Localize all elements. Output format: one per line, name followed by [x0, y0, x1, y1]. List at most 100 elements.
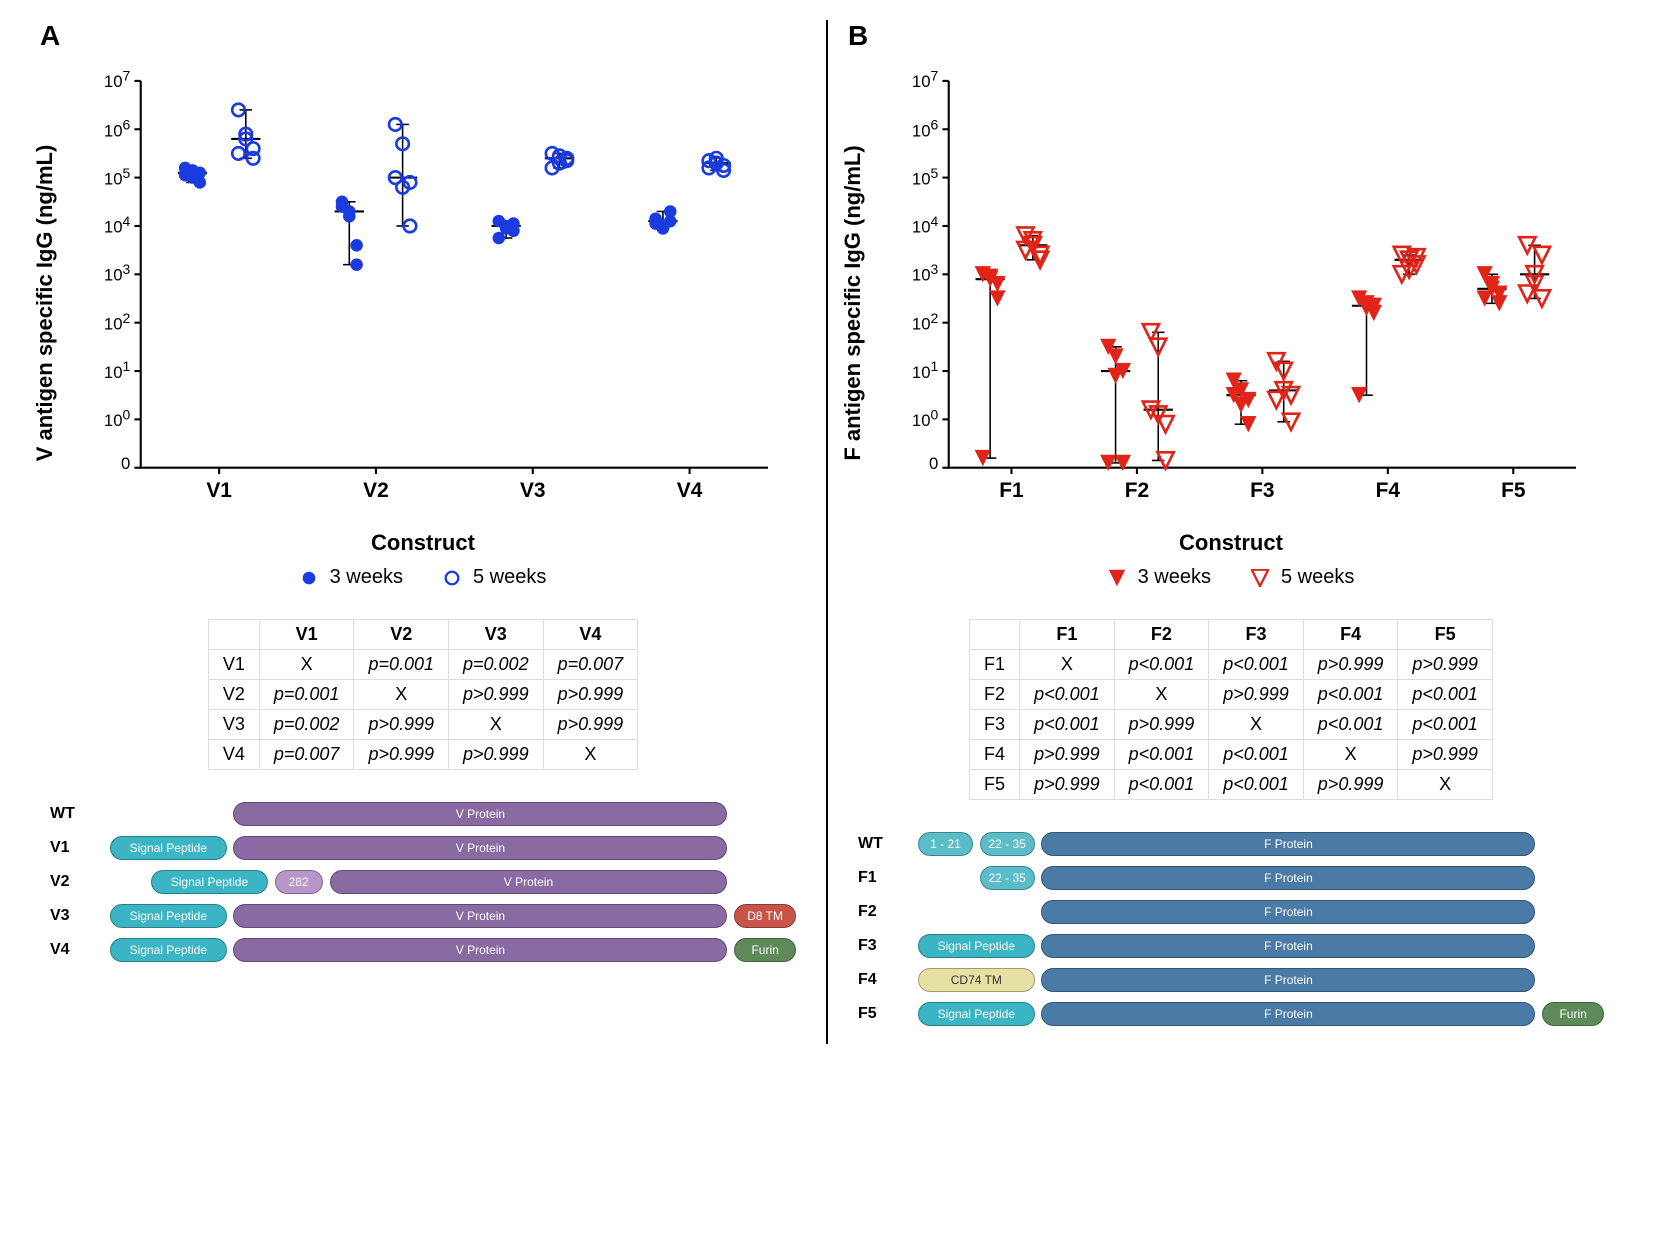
table-cell: p<0.001	[1398, 710, 1493, 740]
table-cell: p<0.001	[1209, 740, 1304, 770]
panel-a-label: A	[40, 20, 60, 52]
diagram-segment: F Protein	[1041, 832, 1535, 856]
diagrams-b: WT1 - 2122 - 35F ProteinF122 - 35F Prote…	[858, 830, 1604, 1028]
table-cell: p>0.999	[354, 740, 449, 770]
table-a-wrap: V1V2V3V4V1Xp=0.001p=0.002p=0.007V2p=0.00…	[50, 619, 796, 770]
svg-text:F2: F2	[1125, 479, 1149, 502]
diagram-segment: Signal Peptide	[151, 870, 268, 894]
legend-label: 5 weeks	[1281, 566, 1354, 589]
diagram-segment: V Protein	[330, 870, 728, 894]
table-header	[970, 620, 1020, 650]
table-cell: p<0.001	[1209, 770, 1304, 800]
diagram-segment: 22 - 35	[980, 832, 1035, 856]
table-cell: p=0.002	[449, 650, 544, 680]
table-cell: V4	[208, 740, 259, 770]
table-cell: F5	[970, 770, 1020, 800]
table-cell: p<0.001	[1303, 680, 1398, 710]
diagram-segment: Furin	[1542, 1002, 1604, 1026]
diagram-bar: Signal PeptideF ProteinFurin	[918, 1002, 1604, 1026]
table-row: V3p=0.002p>0.999Xp>0.999	[208, 710, 637, 740]
table-cell: X	[543, 740, 638, 770]
svg-text:V4: V4	[677, 479, 703, 502]
table-header: F5	[1398, 620, 1493, 650]
table-cell: X	[449, 710, 544, 740]
table-b-wrap: F1F2F3F4F5F1Xp<0.001p<0.001p>0.999p>0.99…	[858, 619, 1604, 800]
diagram-segment: F Protein	[1041, 934, 1535, 958]
svg-text:V2: V2	[363, 479, 389, 502]
diagram-label: F4	[858, 971, 918, 989]
diagram-segment: 22 - 35	[980, 866, 1035, 890]
table-cell: V2	[208, 680, 259, 710]
table-cell: p=0.002	[259, 710, 354, 740]
table-cell: X	[1398, 770, 1493, 800]
diagrams-a: WTV ProteinV1Signal PeptideV ProteinV2Si…	[50, 800, 796, 964]
table-header: F4	[1303, 620, 1398, 650]
diagram-row: V4Signal PeptideV ProteinFurin	[50, 936, 796, 964]
diagram-bar: 1 - 21 22 - 35F Protein	[918, 832, 1604, 856]
chart-a-svg: 0100101102103104105106107V1V2V3V4	[50, 60, 796, 520]
table-row: F2p<0.001Xp>0.999p<0.001p<0.001	[970, 680, 1493, 710]
table-cell: p>0.999	[449, 740, 544, 770]
chart-b-container: F antigen specific IgG (ng/mL) 010010110…	[858, 60, 1604, 520]
diagram-segment: F Protein	[1041, 900, 1535, 924]
diagram-row: F4CD74 TMF Protein	[858, 966, 1604, 994]
diagram-label: F1	[858, 869, 918, 887]
diagram-bar: Signal PeptideV Protein	[110, 836, 796, 860]
legend-item: 3 weeks	[1108, 566, 1211, 589]
table-cell: p>0.999	[1020, 740, 1115, 770]
table-cell: p=0.007	[543, 650, 638, 680]
table-cell: F1	[970, 650, 1020, 680]
table-cell: p=0.007	[259, 740, 354, 770]
diagram-label: V3	[50, 907, 110, 925]
chart-a-container: V antigen specific IgG (ng/mL) 010010110…	[50, 60, 796, 520]
diagram-label: V4	[50, 941, 110, 959]
svg-text:F4: F4	[1376, 479, 1401, 502]
table-b: F1F2F3F4F5F1Xp<0.001p<0.001p>0.999p>0.99…	[969, 619, 1493, 800]
diagram-bar: 22 - 35F Protein	[918, 866, 1604, 890]
legend-label: 5 weeks	[473, 566, 546, 589]
table-row: F4p>0.999p<0.001p<0.001Xp>0.999	[970, 740, 1493, 770]
table-cell: p>0.999	[543, 680, 638, 710]
diagram-row: V1Signal PeptideV Protein	[50, 834, 796, 862]
table-cell: p>0.999	[543, 710, 638, 740]
chart-b-ylabel: F antigen specific IgG (ng/mL)	[840, 145, 866, 460]
table-cell: p>0.999	[449, 680, 544, 710]
table-cell: X	[1114, 680, 1209, 710]
diagram-bar: Signal PeptideF Protein	[918, 934, 1604, 958]
table-header: F3	[1209, 620, 1304, 650]
diagram-segment: 1 - 21	[918, 832, 973, 856]
table-cell: X	[1209, 710, 1304, 740]
table-cell: p<0.001	[1209, 650, 1304, 680]
diagram-segment: V Protein	[233, 938, 727, 962]
diagram-segment: F Protein	[1041, 866, 1535, 890]
table-header: F2	[1114, 620, 1209, 650]
table-row: V1Xp=0.001p=0.002p=0.007	[208, 650, 637, 680]
diagram-segment: Signal Peptide	[110, 938, 227, 962]
diagram-segment: Signal Peptide	[918, 934, 1035, 958]
chart-a-xlabel: Construct	[50, 530, 796, 556]
diagram-label: F2	[858, 903, 918, 921]
figure: A V antigen specific IgG (ng/mL) 0100101…	[20, 20, 1634, 1044]
table-header: V3	[449, 620, 544, 650]
diagram-label: V1	[50, 839, 110, 857]
diagram-row: V2Signal Peptide282V Protein	[50, 868, 796, 896]
table-cell: F3	[970, 710, 1020, 740]
table-cell: X	[1303, 740, 1398, 770]
svg-text:V1: V1	[206, 479, 232, 502]
panel-b-label: B	[848, 20, 868, 52]
svg-text:F3: F3	[1250, 479, 1274, 502]
diagram-row: F122 - 35F Protein	[858, 864, 1604, 892]
legend-item: 5 weeks	[1251, 566, 1354, 589]
diagram-segment: D8 TM	[734, 904, 796, 928]
table-header: F1	[1020, 620, 1115, 650]
table-row: F3p<0.001p>0.999Xp<0.001p<0.001	[970, 710, 1493, 740]
panel-a: A V antigen specific IgG (ng/mL) 0100101…	[20, 20, 828, 1044]
table-cell: p<0.001	[1398, 680, 1493, 710]
diagram-bar: F Protein	[918, 900, 1604, 924]
table-header: V4	[543, 620, 638, 650]
legend-label: 3 weeks	[330, 566, 403, 589]
diagram-row: V3Signal PeptideV ProteinD8 TM	[50, 902, 796, 930]
table-cell: X	[354, 680, 449, 710]
diagram-row: F5Signal PeptideF ProteinFurin	[858, 1000, 1604, 1028]
diagram-segment: Signal Peptide	[110, 836, 227, 860]
